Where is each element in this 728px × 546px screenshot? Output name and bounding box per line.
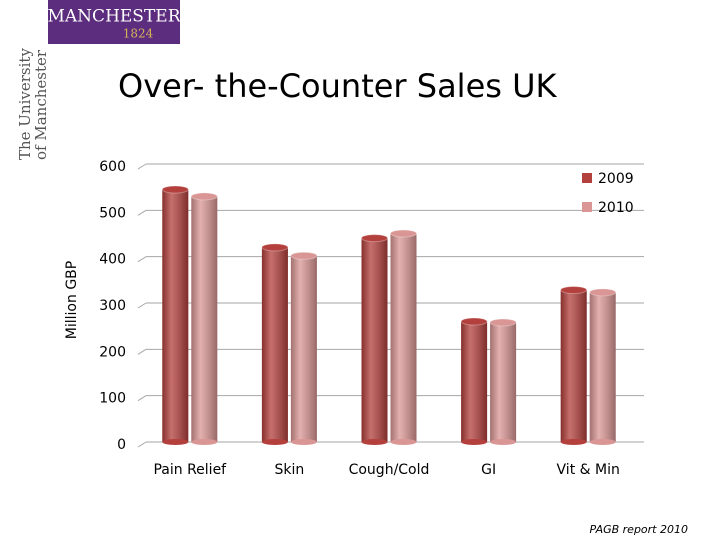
bar-shade [191, 196, 218, 442]
bar-base [191, 439, 218, 445]
x-tick-label: Pain Relief [153, 462, 227, 478]
bar-base [560, 439, 587, 445]
bar-shade [390, 233, 417, 442]
bar-cap [190, 192, 218, 201]
side-text: of Manchester [32, 49, 50, 160]
bar-cap [489, 318, 517, 327]
bar-cap [560, 286, 588, 295]
legend-swatch [582, 173, 592, 183]
bar-base [361, 439, 388, 445]
y-axis-label: Million GBP [64, 261, 80, 339]
bar-shade [361, 238, 388, 442]
bar-cap [589, 288, 617, 297]
bar-cap [290, 251, 318, 260]
legend-swatch [582, 202, 592, 212]
bar-cap [261, 243, 289, 252]
y-tick-label: 100 [99, 391, 126, 407]
bar-shade [589, 292, 616, 442]
bar-shade [162, 189, 189, 442]
grid-line [137, 256, 147, 263]
grid-line [137, 395, 147, 402]
legend-label: 2010 [598, 200, 634, 216]
bar-cap [390, 229, 417, 238]
bar-cap [161, 185, 189, 194]
logo-name: MANCHESTER [48, 7, 182, 27]
logo-box [48, 0, 180, 44]
bar-cap [460, 317, 488, 326]
bar-cap [361, 234, 388, 243]
x-tick-label: Cough/Cold [349, 462, 430, 478]
x-tick-label: Skin [275, 462, 305, 478]
logo-year: 1824 [123, 27, 154, 41]
side-text: The University [16, 48, 34, 160]
bar-shade [461, 321, 488, 442]
y-tick-label: 300 [99, 298, 126, 314]
legend-label: 2009 [598, 171, 634, 187]
bar-shade [490, 322, 517, 442]
x-tick-label: GI [481, 462, 496, 478]
grid-line [137, 209, 147, 216]
bar-shade [290, 255, 317, 442]
y-tick-label: 600 [99, 159, 126, 175]
bar-shade [560, 290, 587, 442]
y-tick-label: 0 [117, 437, 126, 453]
bar-base [261, 439, 288, 445]
bar-base [490, 439, 517, 445]
grid-line [137, 163, 147, 170]
chart-title: Over- the-Counter Sales UK [118, 67, 558, 105]
bar-shade [261, 247, 288, 442]
grid-line [137, 441, 147, 448]
bar-base [461, 439, 488, 445]
grid-line [137, 302, 147, 309]
x-tick-label: Vit & Min [557, 462, 620, 478]
bar-base [589, 439, 616, 445]
y-tick-label: 400 [99, 252, 126, 268]
grid-line [137, 348, 147, 355]
bar-base [390, 439, 417, 445]
y-tick-label: 500 [99, 205, 126, 221]
bar-base [290, 439, 317, 445]
bar-base [162, 439, 189, 445]
source: PAGB report 2010 [589, 523, 688, 536]
y-tick-label: 200 [99, 344, 126, 360]
